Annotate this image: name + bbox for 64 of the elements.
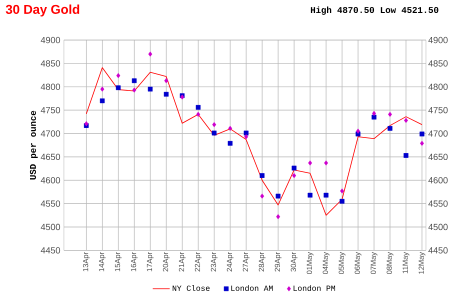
point bbox=[356, 128, 360, 134]
chart-subtitle: High 4870.50 Low 4521.50 bbox=[310, 6, 438, 15]
point bbox=[196, 104, 201, 110]
point bbox=[308, 160, 312, 166]
point bbox=[148, 86, 153, 92]
y2-tick-label: 4600 bbox=[428, 176, 448, 184]
point bbox=[116, 85, 121, 90]
point bbox=[340, 188, 344, 194]
y-tick-label: 4750 bbox=[40, 106, 60, 114]
y-axis-title: USD per ounce bbox=[30, 110, 38, 180]
point bbox=[164, 78, 168, 84]
y-tick-label: 4700 bbox=[40, 130, 60, 137]
point bbox=[420, 131, 424, 136]
y-tick-label: 4900 bbox=[40, 36, 60, 44]
point bbox=[388, 112, 392, 117]
point bbox=[292, 166, 296, 170]
point bbox=[148, 51, 152, 56]
point bbox=[388, 126, 392, 131]
y2-tick-label: 4750 bbox=[428, 106, 448, 114]
point bbox=[308, 192, 312, 198]
point bbox=[420, 140, 424, 146]
point bbox=[132, 87, 136, 92]
point bbox=[244, 134, 248, 140]
y-tick-label: 4800 bbox=[40, 83, 60, 90]
y2-tick-label: 4900 bbox=[428, 36, 448, 44]
point bbox=[244, 130, 249, 136]
point bbox=[340, 198, 344, 204]
y2-tick-label: 4550 bbox=[428, 200, 448, 207]
y2-tick-label: 4450 bbox=[428, 247, 448, 254]
point bbox=[324, 160, 328, 166]
y2-tick-label: 4650 bbox=[428, 154, 448, 160]
point bbox=[372, 114, 376, 120]
y-tick-label: 4550 bbox=[40, 200, 60, 207]
y-tick-label: 4850 bbox=[40, 60, 60, 66]
y-tick-label: 4450 bbox=[40, 247, 60, 254]
point bbox=[324, 192, 328, 198]
chart-title: 30 Day Gold bbox=[6, 4, 80, 16]
y2-tick-label: 4500 bbox=[428, 224, 448, 230]
y2-tick-label: 4700 bbox=[428, 130, 448, 137]
point bbox=[116, 72, 120, 78]
point bbox=[260, 193, 264, 199]
point bbox=[372, 110, 376, 116]
point bbox=[212, 130, 217, 136]
point bbox=[404, 152, 408, 158]
point bbox=[196, 112, 200, 117]
point bbox=[84, 120, 88, 126]
y2-tick-label: 4850 bbox=[428, 60, 448, 66]
point bbox=[276, 194, 281, 198]
y-tick-label: 4500 bbox=[40, 224, 60, 230]
point bbox=[100, 98, 105, 104]
point bbox=[276, 214, 280, 220]
point bbox=[404, 118, 408, 123]
y-tick-label: 4600 bbox=[40, 176, 60, 184]
point bbox=[228, 140, 233, 146]
point bbox=[292, 172, 296, 178]
line-series bbox=[86, 67, 422, 216]
point bbox=[132, 78, 137, 83]
point bbox=[212, 122, 216, 128]
point bbox=[260, 173, 265, 178]
y2-tick-label: 4800 bbox=[428, 83, 448, 90]
point bbox=[228, 126, 232, 131]
y-tick-label: 4650 bbox=[40, 154, 60, 160]
point bbox=[164, 92, 169, 96]
point bbox=[100, 86, 104, 92]
